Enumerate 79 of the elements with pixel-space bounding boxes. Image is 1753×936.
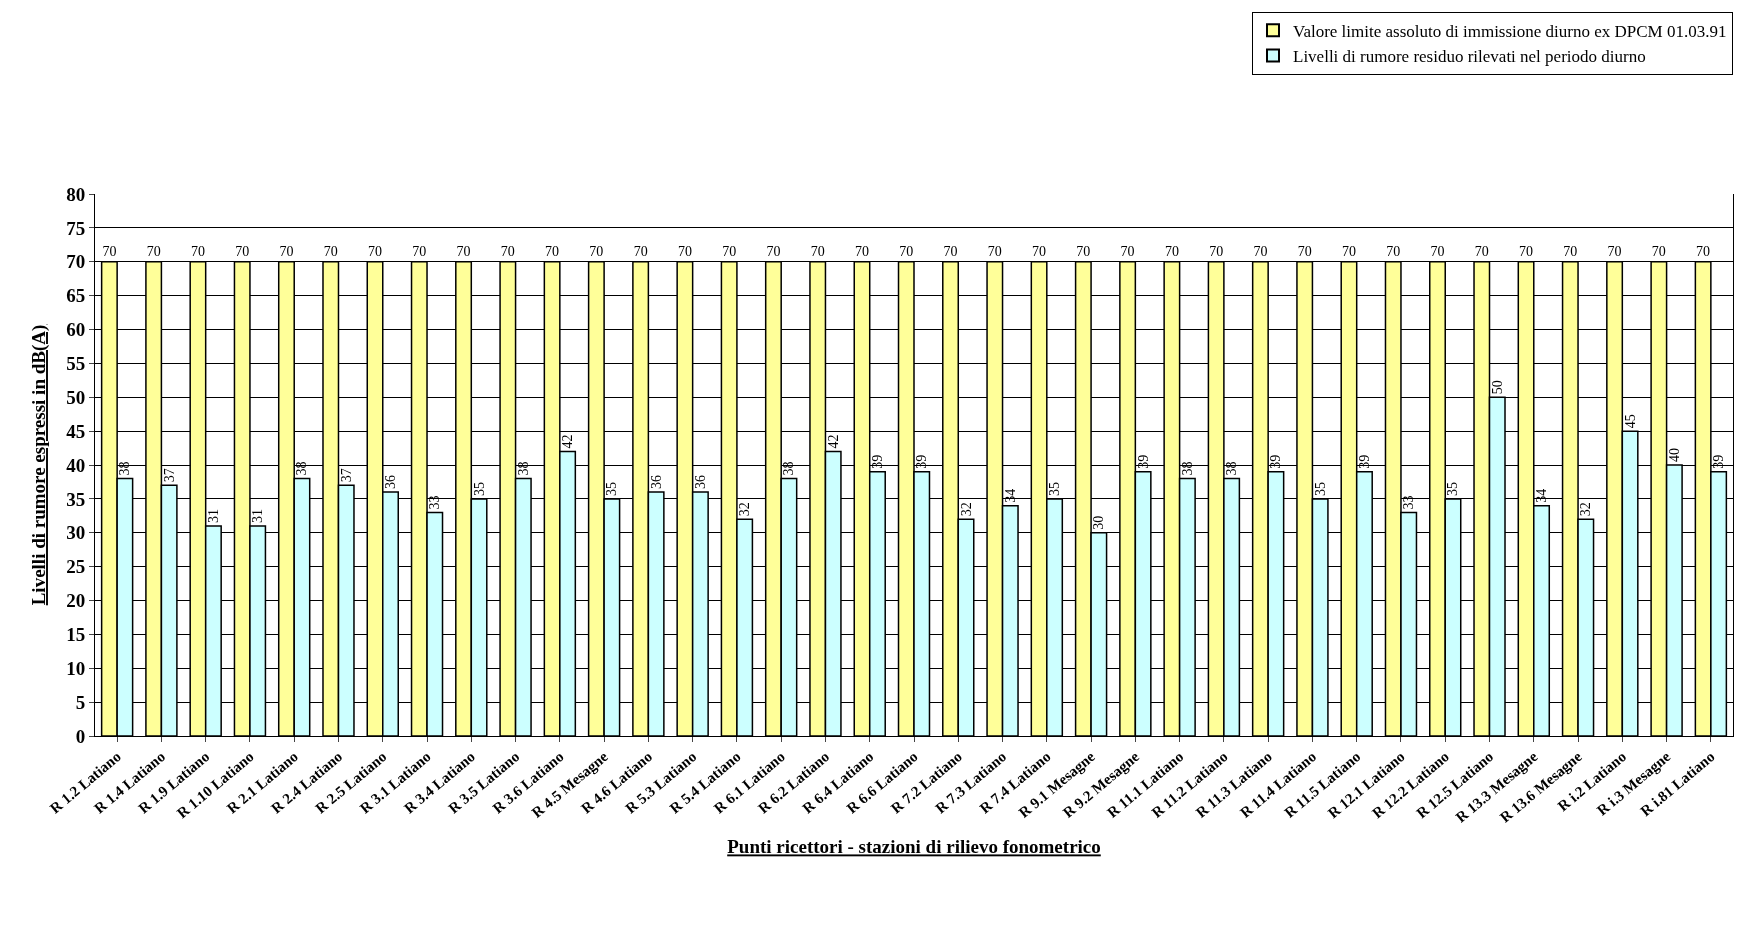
- data-label: 31: [205, 508, 221, 523]
- y-tick-label: 10: [66, 657, 86, 679]
- data-label: 70: [1209, 243, 1224, 259]
- data-label: 70: [456, 243, 471, 259]
- y-tick-label: 60: [66, 319, 86, 341]
- data-label: 70: [1386, 243, 1401, 259]
- data-label: 35: [471, 481, 487, 496]
- data-label: 35: [1312, 481, 1328, 496]
- data-label: 70: [545, 243, 560, 259]
- x-axis-title: Punti ricettori - stazioni di rilievo fonometrico: [727, 836, 1101, 858]
- data-label: 35: [1047, 481, 1063, 496]
- data-label: 70: [1563, 243, 1578, 259]
- data-label: 40: [1666, 448, 1682, 462]
- data-label: 70: [235, 243, 250, 259]
- y-tick-label: 45: [66, 420, 86, 442]
- data-label: 70: [368, 243, 383, 259]
- data-label: 37: [161, 468, 177, 483]
- y-tick-label: 75: [66, 217, 86, 239]
- data-label: 36: [692, 475, 708, 490]
- y-tick-label: 30: [66, 522, 86, 544]
- data-label: 70: [854, 243, 869, 259]
- data-label: 36: [383, 475, 399, 490]
- data-label: 70: [677, 243, 692, 259]
- data-label: 70: [1341, 243, 1356, 259]
- data-label: 70: [500, 243, 515, 259]
- y-tick-label: 40: [66, 454, 86, 476]
- y-tick-label: 5: [75, 691, 86, 713]
- y-tick-label: 70: [66, 251, 86, 273]
- y-tick-label: 0: [75, 725, 86, 747]
- data-label: 70: [1519, 243, 1534, 259]
- data-label: 70: [1474, 243, 1489, 259]
- data-label: 70: [1651, 243, 1666, 259]
- data-label: 50: [1489, 380, 1505, 395]
- data-label: 35: [604, 481, 620, 496]
- data-label: 70: [190, 243, 205, 259]
- data-label: 70: [323, 243, 338, 259]
- y-tick-label: 15: [66, 624, 86, 646]
- data-label: 42: [825, 434, 841, 449]
- data-label: 32: [1578, 502, 1594, 517]
- data-label: 70: [943, 243, 958, 259]
- data-label: 70: [1164, 243, 1179, 259]
- data-label: 70: [1430, 243, 1445, 259]
- data-label: 70: [412, 243, 427, 259]
- y-tick-label: 80: [66, 183, 86, 205]
- data-label: 70: [766, 243, 781, 259]
- y-tick-label: 25: [66, 556, 86, 578]
- data-label: 70: [102, 243, 117, 259]
- data-label: 70: [810, 243, 825, 259]
- y-tick-label: 55: [66, 353, 86, 375]
- y-tick-label: 65: [66, 285, 86, 307]
- data-label: 70: [1696, 243, 1711, 259]
- data-label: 70: [146, 243, 161, 259]
- data-label: 36: [648, 475, 664, 490]
- data-label: 35: [1445, 481, 1461, 496]
- data-label: 30: [1091, 515, 1107, 530]
- data-label: 70: [899, 243, 914, 259]
- data-label: 70: [279, 243, 294, 259]
- data-label: 37: [338, 468, 354, 483]
- data-label: 70: [987, 243, 1002, 259]
- data-label: 31: [250, 508, 266, 523]
- legend-label: Valore limite assoluto di immissione diurno ex DPCM 01.03.91: [1293, 21, 1727, 41]
- y-axis-title: Livelli di rumore espressi in dB(A): [28, 324, 51, 606]
- data-label: 70: [1032, 243, 1047, 259]
- data-label: 70: [1607, 243, 1622, 259]
- data-label: 42: [560, 434, 576, 449]
- data-label: 45: [1622, 414, 1638, 429]
- y-tick-label: 50: [66, 386, 86, 408]
- data-label: 32: [958, 502, 974, 517]
- y-tick-label: 20: [66, 590, 86, 612]
- y-tick-label: 35: [66, 488, 86, 510]
- data-label: 70: [1076, 243, 1091, 259]
- data-label: 70: [722, 243, 737, 259]
- data-label: 32: [737, 502, 753, 517]
- data-label: 70: [633, 243, 648, 259]
- legend-label: Livelli di rumore residuo rilevati nel periodo diurno: [1293, 47, 1646, 67]
- data-label: 70: [1253, 243, 1268, 259]
- data-label: 70: [589, 243, 604, 259]
- data-label: 70: [1297, 243, 1312, 259]
- data-label: 70: [1120, 243, 1135, 259]
